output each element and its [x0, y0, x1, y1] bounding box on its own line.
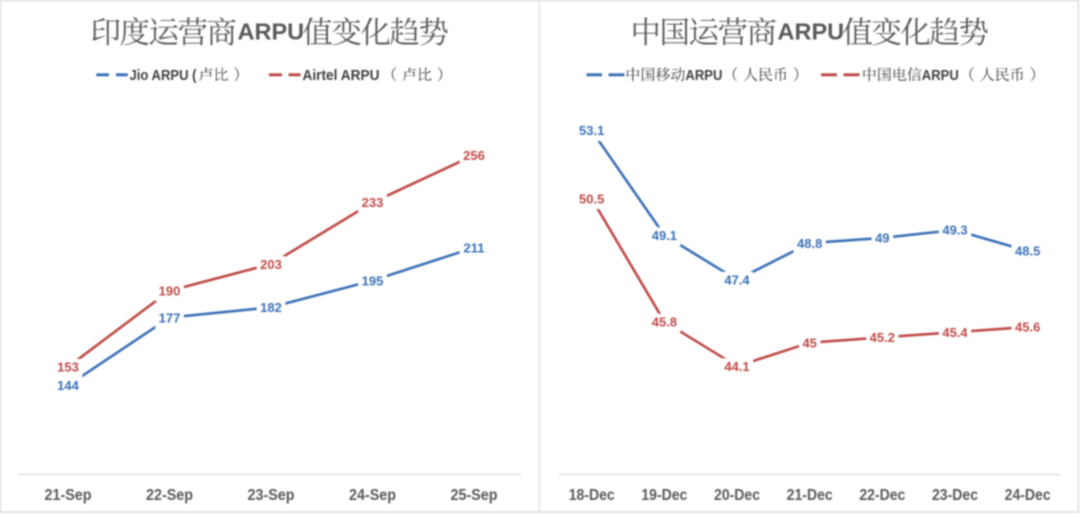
svg-text:49.1: 49.1: [652, 228, 677, 243]
svg-text:24-Sep: 24-Sep: [349, 487, 396, 504]
svg-text:ARPU: ARPU: [685, 67, 722, 84]
svg-text:48.5: 48.5: [1015, 244, 1040, 259]
svg-text:190: 190: [159, 284, 181, 299]
svg-text:20-Dec: 20-Dec: [714, 487, 760, 504]
svg-text:ARPU: ARPU: [922, 67, 959, 84]
svg-text:49: 49: [875, 231, 889, 246]
svg-text:211: 211: [464, 240, 485, 255]
svg-text:ARPU: ARPU: [238, 19, 305, 45]
svg-text:25-Sep: 25-Sep: [451, 487, 498, 504]
svg-text:195: 195: [362, 273, 384, 288]
svg-text:45: 45: [802, 335, 816, 350]
svg-text:53.1: 53.1: [579, 123, 604, 138]
svg-text:23-Dec: 23-Dec: [932, 487, 978, 504]
svg-text:256: 256: [463, 148, 485, 163]
svg-text:44.1: 44.1: [724, 359, 749, 374]
svg-text:24-Dec: 24-Dec: [1005, 487, 1051, 504]
svg-text:153: 153: [57, 360, 79, 375]
svg-text:50.5: 50.5: [579, 191, 604, 206]
svg-text:18-Dec: 18-Dec: [569, 487, 615, 504]
svg-text:177: 177: [159, 310, 181, 325]
svg-text:21-Sep: 21-Sep: [45, 487, 92, 504]
svg-text:19-Dec: 19-Dec: [641, 487, 687, 504]
svg-text:233: 233: [362, 195, 384, 210]
svg-text:45.6: 45.6: [1015, 320, 1040, 335]
svg-text:Airtel ARPU: Airtel ARPU: [303, 67, 380, 84]
svg-text:47.4: 47.4: [724, 273, 750, 288]
svg-text:22-Dec: 22-Dec: [859, 487, 905, 504]
svg-text:Jio ARPU (: Jio ARPU (: [130, 67, 197, 84]
svg-text:45.2: 45.2: [870, 330, 895, 345]
svg-text:21-Dec: 21-Dec: [787, 487, 833, 504]
svg-text:45.4: 45.4: [942, 325, 968, 340]
svg-text:45.8: 45.8: [652, 314, 677, 329]
svg-text:23-Sep: 23-Sep: [248, 487, 295, 504]
svg-text:22-Sep: 22-Sep: [146, 487, 193, 504]
svg-text:182: 182: [260, 300, 282, 315]
svg-text:49.3: 49.3: [942, 223, 967, 238]
svg-text:48.8: 48.8: [797, 236, 822, 251]
svg-text:203: 203: [260, 257, 282, 272]
svg-text:144: 144: [57, 378, 79, 393]
svg-text:ARPU: ARPU: [778, 19, 845, 45]
